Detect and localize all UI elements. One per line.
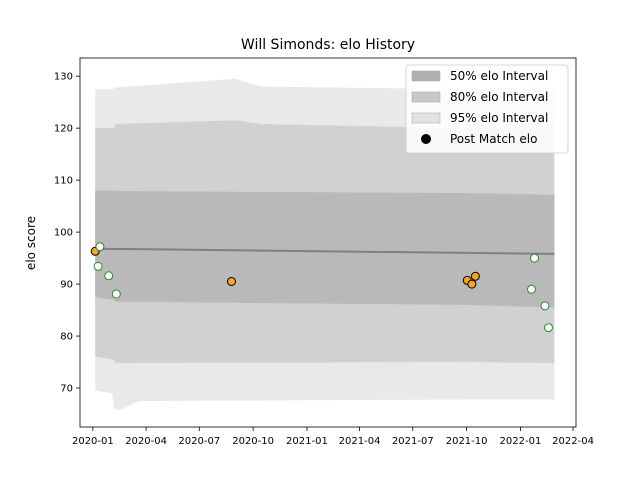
x-tick-label: 2021-07 xyxy=(392,436,434,447)
data-point-filled-4 xyxy=(467,279,477,289)
data-point-filled-5 xyxy=(470,271,480,281)
legend-frame xyxy=(405,64,569,154)
x-tick-label: 2020-10 xyxy=(232,436,274,447)
data-point-open-4 xyxy=(111,289,121,299)
legend-label-1: 50% elo Interval xyxy=(450,69,548,83)
legend-label-2: 80% elo Interval xyxy=(450,90,548,104)
y-tick-label: 120 xyxy=(54,124,73,135)
y-axis-label: elo score xyxy=(24,216,38,270)
x-tick-label: 2020-01 xyxy=(72,436,114,447)
x-tick-label: 2021-04 xyxy=(339,436,381,447)
x-tick-label: 2022-04 xyxy=(552,436,594,447)
y-tick-label: 110 xyxy=(54,176,73,187)
x-tick-label: 2021-01 xyxy=(286,436,328,447)
legend-label-4: Post Match elo xyxy=(450,132,537,146)
x-tick-label: 2022-01 xyxy=(500,436,542,447)
y-tick-label: 80 xyxy=(60,332,73,343)
data-point-open-7 xyxy=(540,301,550,311)
chart-title: Will Simonds: elo History xyxy=(241,37,415,53)
data-points xyxy=(90,242,553,333)
x-tick-label: 2020-04 xyxy=(125,436,167,447)
data-point-open-1 xyxy=(95,242,105,252)
y-tick-label: 90 xyxy=(60,280,73,291)
legend-label-3: 95% elo Interval xyxy=(450,111,548,125)
data-point-open-5 xyxy=(527,284,536,294)
y-tick-label: 70 xyxy=(60,384,73,395)
data-point-open-8 xyxy=(544,323,553,333)
mean-line-layer xyxy=(95,247,555,255)
mean-elo-line xyxy=(95,247,555,255)
interval-band-3 xyxy=(95,190,555,308)
data-point-open-6 xyxy=(530,253,539,263)
y-axis-ticks: 70 80 90 100 110 120 130 xyxy=(54,72,80,395)
x-tick-label: 2021-10 xyxy=(446,436,488,447)
data-point-open-3 xyxy=(104,271,114,281)
legend: 50% elo Interval 80% elo Interval 95% elo … xyxy=(405,64,569,154)
axes-frame xyxy=(79,57,577,428)
legend-swatch-1 xyxy=(411,70,441,82)
data-point-filled-2 xyxy=(227,277,236,286)
x-axis-ticks: 2020-01 2020-04 2020-07 2020-10 2021-01 2021-… xyxy=(72,427,594,447)
x-tick-label: 2020-07 xyxy=(178,436,220,447)
legend-swatch-3 xyxy=(411,112,441,124)
y-tick-label: 100 xyxy=(54,228,73,239)
data-point-open-2 xyxy=(93,261,103,271)
interval-bands xyxy=(95,78,555,411)
legend-items: 50% elo Interval 80% elo Interval 95% elo … xyxy=(411,69,548,146)
y-tick-label: 130 xyxy=(54,72,73,83)
legend-marker-post-match xyxy=(421,134,431,144)
legend-swatch-2 xyxy=(411,91,441,103)
